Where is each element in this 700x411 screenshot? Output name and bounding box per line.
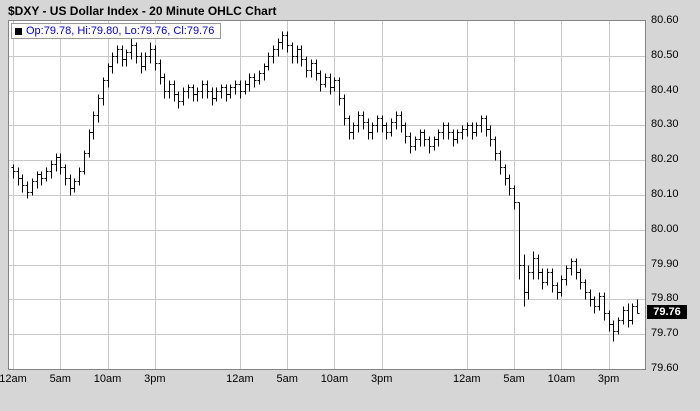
y-axis-label: 80.50 — [651, 48, 679, 61]
x-axis-label: 12am — [453, 373, 481, 385]
x-axis-label: 12am — [0, 373, 27, 385]
chart-title: $DXY - US Dollar Index - 20 Minute OHLC … — [8, 4, 277, 18]
legend-ohlc-text: Op:79.78, Hi:79.80, Lo:79.76, Cl:79.76 — [26, 25, 215, 37]
y-axis: 80.60 80.50 80.40 80.30 80.20 80.10 80.00 79.90… — [649, 0, 699, 411]
y-axis-label: 79.70 — [651, 327, 679, 340]
y-axis-label: 79.60 — [651, 362, 679, 374]
y-axis-label: 80.30 — [651, 118, 679, 131]
x-axis-label: 10am — [93, 373, 122, 385]
last-price-tag: 79.76 — [647, 305, 687, 320]
x-axis-label: 10am — [320, 373, 349, 385]
y-axis-label: 80.40 — [651, 83, 679, 96]
legend-swatch-icon — [15, 27, 22, 35]
chart-plot-area: Op:79.78, Hi:79.80, Lo:79.76, Cl:79.76 — [8, 20, 646, 370]
x-axis-label: 12am — [226, 373, 254, 385]
y-axis-label: 80.20 — [651, 153, 679, 166]
x-axis-label: 5am — [503, 373, 525, 385]
y-axis-label: 79.90 — [651, 257, 679, 270]
ohlc-chart — [9, 21, 645, 369]
ohlc-legend: Op:79.78, Hi:79.80, Lo:79.76, Cl:79.76 — [11, 23, 222, 39]
y-axis-label: 80.60 — [651, 14, 679, 26]
x-axis-label: 10am — [547, 373, 576, 385]
x-axis-label: 3pm — [597, 373, 620, 385]
x-axis-label: 5am — [49, 373, 71, 385]
x-axis-label: 3pm — [144, 373, 166, 385]
x-axis-label: 3pm — [371, 373, 393, 385]
y-axis-label: 80.10 — [651, 188, 679, 200]
y-axis-label: 79.80 — [651, 292, 679, 305]
y-axis-label: 80.00 — [651, 222, 679, 235]
x-axis-label: 5am — [276, 373, 298, 385]
